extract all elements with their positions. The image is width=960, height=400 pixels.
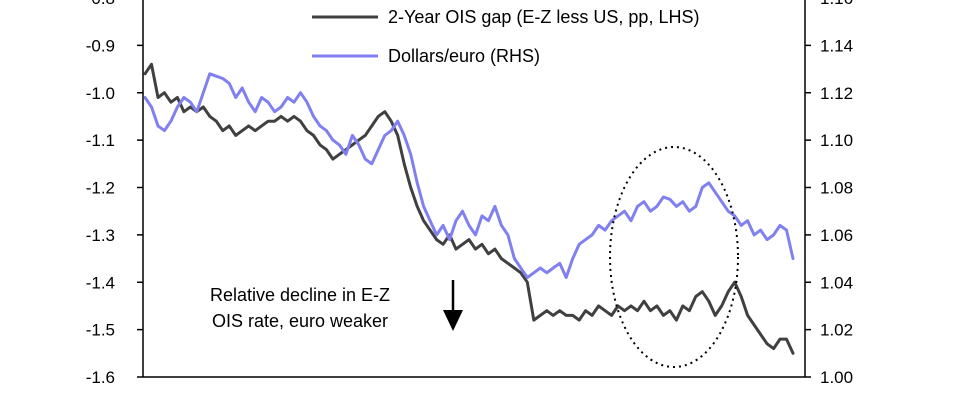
annotation-line-2: OIS rate, euro weaker [212, 311, 388, 331]
left-tick-label: -1.0 [86, 84, 115, 103]
left-tick-label: -1.2 [86, 179, 115, 198]
right-tick-label: 1.12 [820, 84, 853, 103]
series-line-dollars-euro [143, 72, 795, 279]
left-tick-label: -1.6 [86, 368, 115, 387]
legend: 2-Year OIS gap (E-Z less US, pp, LHS) Do… [312, 7, 699, 66]
down-arrow-icon [443, 310, 463, 331]
left-tick-label: -1.4 [86, 273, 115, 292]
left-tick-label: -1.5 [86, 321, 115, 340]
legend-label-fx: Dollars/euro (RHS) [388, 46, 540, 66]
right-tick-label: 1.00 [820, 368, 853, 387]
left-tick-label: -1.3 [86, 226, 115, 245]
right-tick-label: 1.14 [820, 36, 853, 55]
left-tick-label: -0.8 [86, 0, 115, 8]
right-tick-label: 1.02 [820, 321, 853, 340]
legend-label-ois: 2-Year OIS gap (E-Z less US, pp, LHS) [388, 7, 699, 27]
annotation-line-1: Relative decline in E-Z [210, 285, 390, 305]
annotation: Relative decline in E-Z OIS rate, euro w… [210, 280, 463, 331]
highlight-ellipse [609, 146, 739, 368]
right-tick-label: 1.10 [820, 131, 853, 150]
left-tick-label: -1.1 [86, 131, 115, 150]
series-line-ois-gap [143, 62, 795, 355]
right-tick-label: 1.04 [820, 273, 853, 292]
right-tick-label: 1.08 [820, 179, 853, 198]
left-tick-label: -0.9 [86, 36, 115, 55]
right-axis-ticks: 1.16 1.14 1.12 1.10 1.08 1.06 1.04 1.02 1.00 [805, 0, 853, 387]
right-tick-label: 1.06 [820, 226, 853, 245]
left-axis-ticks: -0.8 -0.9 -1.0 -1.1 -1.2 -1.3 -1.4 -1.5 -1.6 [86, 0, 143, 387]
series-layer [143, 62, 795, 355]
right-tick-label: 1.16 [820, 0, 853, 8]
